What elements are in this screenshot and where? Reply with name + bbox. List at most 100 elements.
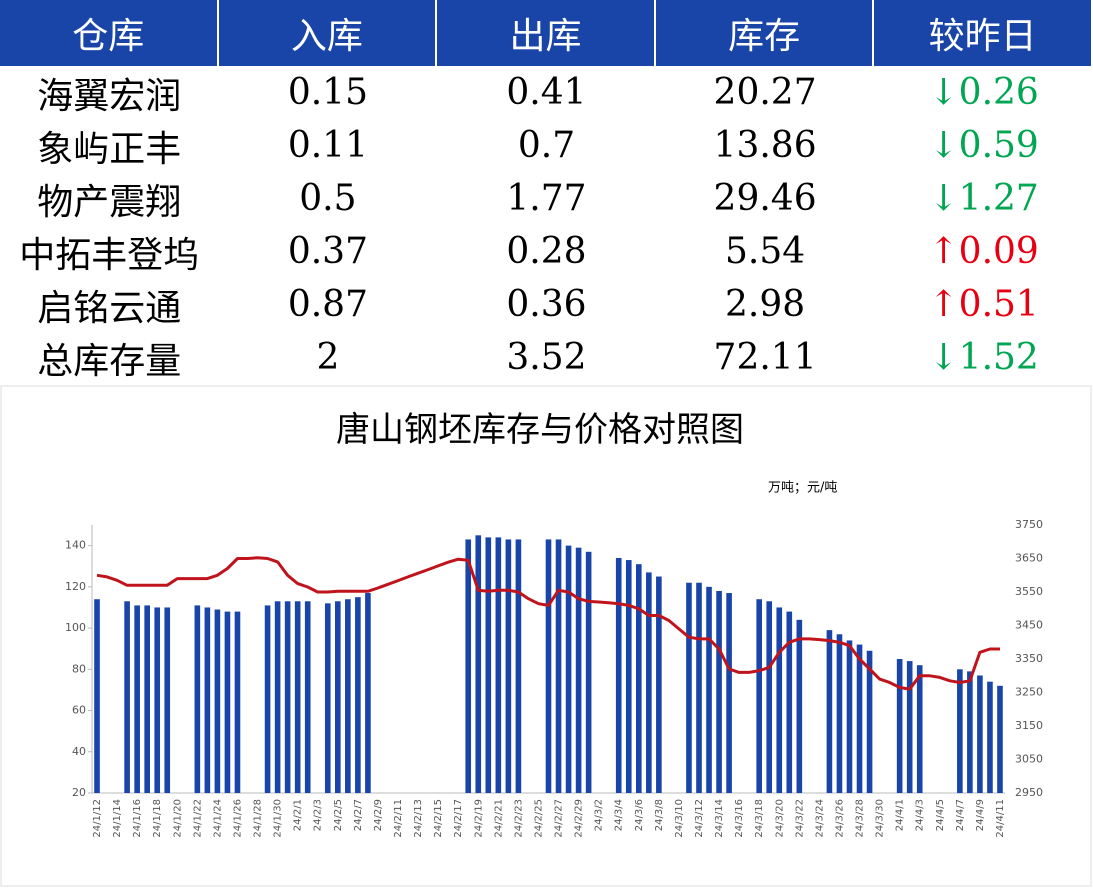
bar — [144, 605, 150, 793]
x-tick-label: 24/4/7 — [955, 799, 966, 831]
x-tick-label: 24/2/13 — [413, 799, 424, 838]
y-tick-label: 120 — [65, 580, 86, 593]
table-cell: 13.86 — [713, 125, 817, 166]
x-tick-label: 24/3/22 — [794, 799, 805, 838]
bar — [154, 607, 161, 793]
x-tick-label: 24/4/5 — [935, 799, 946, 831]
bar — [967, 671, 973, 793]
x-tick-label: 24/3/6 — [634, 799, 645, 831]
bar — [766, 601, 773, 793]
table-cell: 总库存量 — [37, 340, 182, 382]
table-cell: 0.41 — [506, 72, 587, 113]
bar — [726, 593, 732, 793]
y2-tick-label: 3350 — [1015, 652, 1043, 665]
x-tick-label: 24/3/26 — [834, 799, 845, 838]
y-tick-label: 100 — [65, 621, 86, 634]
bar — [194, 605, 201, 793]
table-cell: 物产震翔 — [37, 181, 182, 223]
table-cell: 启铭云通 — [37, 287, 182, 329]
x-tick-label: 24/3/16 — [734, 799, 745, 838]
bar — [224, 611, 231, 793]
table-cell: 29.46 — [713, 178, 817, 219]
inventory-table: 仓库 入库 出库 库存 较昨日 海翼宏润 0.15 0.41 20.27 ↓0.26 象屿正丰 0.1… — [0, 0, 1093, 385]
bar — [756, 599, 763, 793]
bar — [796, 619, 803, 793]
chart: 唐山钢坯库存与价格对照图 万吨；元/吨 20 40 60 80 100 120 140 295… — [0, 385, 1092, 887]
x-tick-label: 24/1/30 — [273, 799, 284, 838]
x-tick-label: 24/2/5 — [333, 799, 344, 831]
bar — [234, 611, 241, 793]
price-line — [96, 556, 1000, 691]
y2-tick-label: 3150 — [1015, 719, 1043, 732]
bar — [214, 609, 221, 793]
bar — [625, 560, 632, 793]
x-tick-label: 24/3/24 — [814, 799, 825, 838]
x-tick-label: 24/3/2 — [594, 799, 605, 831]
bar — [997, 685, 1003, 793]
y-tick-label: 80 — [72, 662, 86, 675]
y-tick-label: 20 — [72, 786, 86, 799]
bar — [274, 601, 281, 793]
table-row: 中拓丰登坞 0.37 0.28 5.54 ↑0.09 — [0, 225, 1093, 278]
bar — [345, 599, 351, 793]
x-tick-label: 24/3/12 — [694, 799, 705, 838]
bar — [977, 675, 983, 793]
x-tick-label: 24/1/28 — [253, 799, 264, 838]
bar — [646, 572, 652, 793]
change-cell: ↓0.26 — [928, 72, 1039, 113]
bar — [987, 681, 993, 793]
bar — [94, 599, 100, 793]
bar — [515, 539, 522, 793]
table-cell: 0.37 — [287, 231, 368, 272]
table-cell: 72.11 — [713, 337, 817, 378]
bar — [284, 601, 291, 793]
bar — [686, 582, 692, 793]
bar — [134, 605, 140, 793]
bar — [324, 603, 331, 793]
x-tick-label: 24/4/9 — [975, 799, 986, 831]
bar — [635, 564, 642, 793]
bar — [906, 661, 913, 793]
table-row: 物产震翔 0.5 1.77 29.46 ↓1.27 — [0, 172, 1093, 225]
bar — [294, 601, 301, 793]
x-tick-label: 24/2/11 — [393, 799, 404, 838]
bar — [836, 634, 843, 793]
bar — [264, 605, 271, 793]
bar — [465, 539, 472, 793]
y2-tick-label: 3650 — [1015, 552, 1043, 565]
bar — [856, 644, 863, 793]
x-tick-label: 24/2/7 — [353, 799, 364, 831]
header-cell: 较昨日 — [874, 0, 1093, 66]
bar — [575, 547, 582, 793]
header-cell: 入库 — [219, 0, 438, 66]
bar — [164, 607, 171, 793]
bar — [916, 665, 923, 793]
x-tick-label: 24/2/19 — [473, 799, 484, 838]
bar — [615, 557, 622, 793]
x-tick-label: 24/3/20 — [774, 799, 785, 838]
x-tick-label: 24/1/12 — [92, 799, 103, 838]
table-cell: 海翼宏润 — [37, 75, 182, 117]
x-tick-label: 24/1/20 — [172, 799, 183, 838]
bar — [896, 659, 903, 793]
bar — [706, 586, 712, 793]
x-tick-label: 24/4/3 — [915, 799, 926, 831]
x-tick-label: 24/2/9 — [373, 799, 384, 831]
bar — [545, 539, 552, 793]
x-tick-label: 24/2/25 — [533, 799, 544, 838]
y2-tick-label: 3550 — [1015, 585, 1043, 598]
x-tick-label: 24/3/18 — [754, 799, 765, 838]
change-cell: ↓0.59 — [928, 125, 1039, 166]
bar — [696, 582, 702, 793]
bar — [786, 611, 793, 793]
bar — [355, 597, 361, 793]
x-tick-label: 24/2/15 — [433, 799, 444, 838]
bar — [505, 539, 512, 793]
bar — [304, 601, 311, 793]
change-cell: ↑0.51 — [928, 284, 1039, 325]
change-cell: ↓1.27 — [928, 178, 1039, 219]
bar — [716, 590, 722, 793]
table-cell: 0.87 — [287, 284, 368, 325]
table-row: 启铭云通 0.87 0.36 2.98 ↑0.51 — [0, 278, 1093, 331]
table-row: 总库存量 2 3.52 72.11 ↓1.52 — [0, 331, 1093, 384]
